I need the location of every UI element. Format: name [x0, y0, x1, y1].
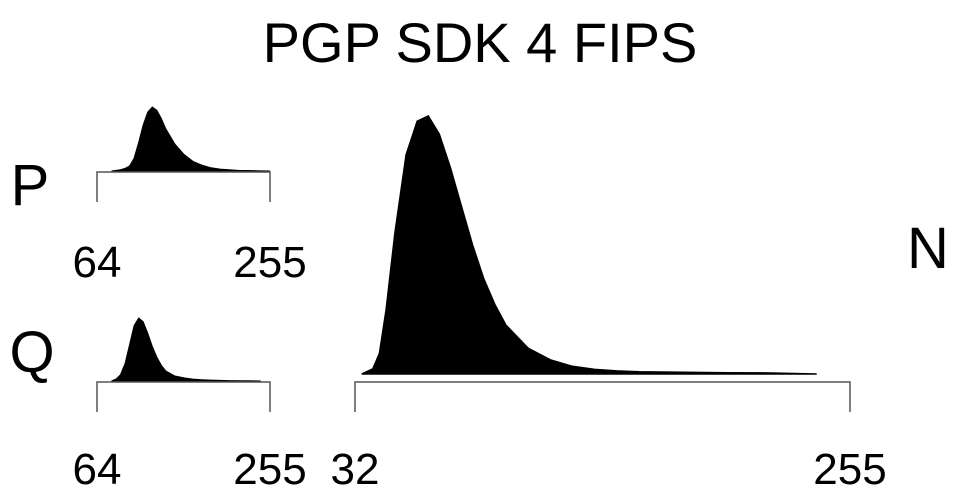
panel-p-area	[111, 106, 271, 172]
panel-q-area	[111, 317, 261, 382]
panel-q-label: Q	[9, 320, 54, 385]
panel-p-tick-min: 64	[73, 238, 122, 287]
panel-q-tick-max: 255	[233, 445, 306, 494]
panel-q: Q 64 255	[9, 317, 307, 494]
panel-p: P 64 255	[11, 106, 307, 287]
chart-title: PGP SDK 4 FIPS	[263, 11, 698, 74]
panel-n-area	[361, 115, 817, 375]
panel-n-tick-min: 32	[331, 445, 380, 494]
panel-n: N 32 255	[331, 115, 949, 494]
panel-p-tick-max: 255	[233, 238, 306, 287]
panel-n-label: N	[907, 216, 949, 281]
panel-n-axis	[354, 381, 851, 412]
panel-q-axis	[96, 381, 271, 412]
panel-p-label: P	[11, 153, 50, 218]
panel-p-axis	[96, 171, 271, 202]
panel-q-tick-min: 64	[73, 445, 122, 494]
panel-n-tick-max: 255	[813, 445, 886, 494]
